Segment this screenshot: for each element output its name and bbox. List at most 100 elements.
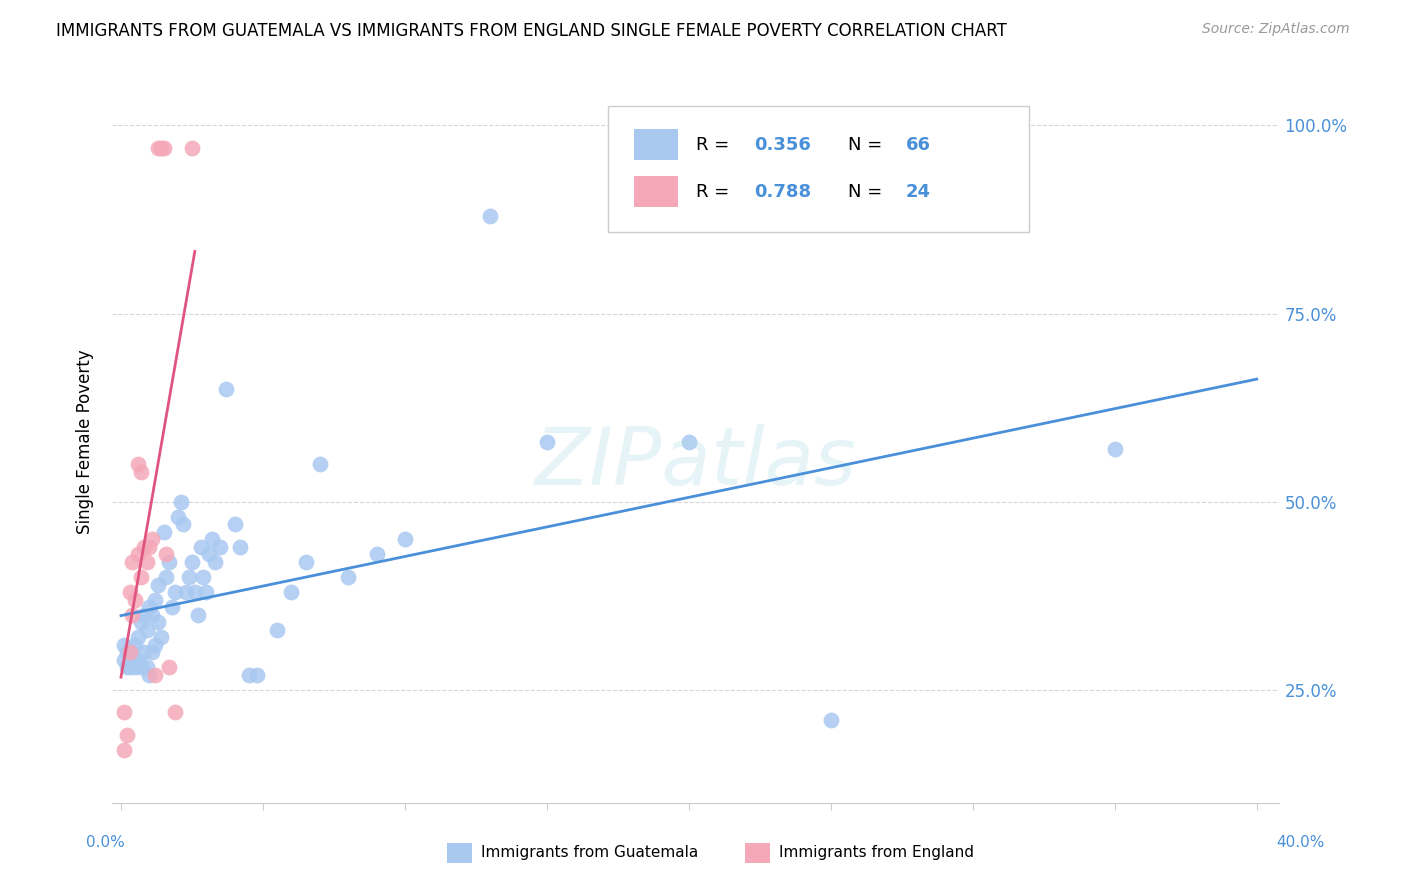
Point xyxy=(146,141,169,155)
Text: 0.356: 0.356 xyxy=(755,136,811,153)
Point xyxy=(121,645,143,659)
Point xyxy=(132,540,155,554)
Text: IMMIGRANTS FROM GUATEMALA VS IMMIGRANTS FROM ENGLAND SINGLE FEMALE POVERTY CORRE: IMMIGRANTS FROM GUATEMALA VS IMMIGRANTS … xyxy=(56,22,1007,40)
Point xyxy=(157,660,180,674)
Point xyxy=(184,585,207,599)
Point xyxy=(127,548,149,562)
Text: Immigrants from Guatemala: Immigrants from Guatemala xyxy=(481,846,699,860)
Point xyxy=(127,457,149,471)
Point xyxy=(209,540,232,554)
Point xyxy=(479,209,502,223)
Point xyxy=(118,645,141,659)
Point xyxy=(179,570,201,584)
Text: ZIPatlas: ZIPatlas xyxy=(534,425,858,502)
Point xyxy=(115,660,138,674)
Point xyxy=(149,141,172,155)
Point xyxy=(124,638,146,652)
Text: 0.788: 0.788 xyxy=(755,183,811,201)
Point xyxy=(246,668,269,682)
Point xyxy=(160,600,183,615)
Point xyxy=(135,555,157,569)
Point xyxy=(820,713,842,727)
Point xyxy=(157,555,180,569)
Point xyxy=(112,638,135,652)
Point xyxy=(152,141,174,155)
Point xyxy=(115,728,138,742)
Text: R =: R = xyxy=(696,136,735,153)
Point xyxy=(129,570,152,584)
Point xyxy=(138,540,160,554)
Point xyxy=(135,623,157,637)
Point xyxy=(121,555,143,569)
Point xyxy=(1104,442,1126,456)
Point xyxy=(138,668,160,682)
Point xyxy=(181,141,204,155)
Point xyxy=(132,607,155,622)
Point xyxy=(129,615,152,630)
Text: N =: N = xyxy=(848,183,887,201)
Point xyxy=(141,645,163,659)
Point xyxy=(198,548,221,562)
Point xyxy=(121,607,143,622)
Point xyxy=(366,548,388,562)
Text: 0.0%: 0.0% xyxy=(86,836,125,850)
Point xyxy=(155,570,177,584)
Point xyxy=(112,743,135,757)
Text: 40.0%: 40.0% xyxy=(1277,836,1324,850)
Bar xyxy=(634,129,679,160)
Point xyxy=(394,533,416,547)
Point xyxy=(143,668,166,682)
Point xyxy=(141,607,163,622)
Point xyxy=(112,653,135,667)
Point xyxy=(124,592,146,607)
Point xyxy=(118,585,141,599)
Point xyxy=(238,668,260,682)
Text: Immigrants from England: Immigrants from England xyxy=(779,846,974,860)
Point xyxy=(127,653,149,667)
Point xyxy=(201,533,224,547)
Point xyxy=(135,660,157,674)
Point xyxy=(163,706,186,720)
Point xyxy=(132,645,155,659)
Point xyxy=(204,555,226,569)
Point xyxy=(280,585,302,599)
Point xyxy=(169,494,191,508)
Point xyxy=(115,645,138,659)
Point xyxy=(129,465,152,479)
Point xyxy=(118,660,141,674)
Text: 24: 24 xyxy=(905,183,931,201)
Point xyxy=(181,555,204,569)
Point xyxy=(124,660,146,674)
Point xyxy=(152,524,174,539)
Point xyxy=(138,600,160,615)
Point xyxy=(536,434,558,449)
FancyBboxPatch shape xyxy=(609,105,1029,232)
Point xyxy=(224,517,246,532)
Point xyxy=(112,706,135,720)
Point xyxy=(195,585,218,599)
Text: 66: 66 xyxy=(905,136,931,153)
Bar xyxy=(634,177,679,207)
Point xyxy=(129,660,152,674)
Point xyxy=(172,517,194,532)
Y-axis label: Single Female Poverty: Single Female Poverty xyxy=(76,350,94,533)
Point xyxy=(294,555,316,569)
Point xyxy=(141,533,163,547)
Point xyxy=(146,577,169,591)
Point xyxy=(146,615,169,630)
Point xyxy=(187,607,209,622)
Point xyxy=(266,623,288,637)
Point xyxy=(190,540,212,554)
Point xyxy=(215,382,238,396)
Point xyxy=(143,638,166,652)
Point xyxy=(118,653,141,667)
Point xyxy=(229,540,252,554)
Point xyxy=(143,592,166,607)
Text: N =: N = xyxy=(848,136,887,153)
Text: R =: R = xyxy=(696,183,735,201)
Point xyxy=(337,570,360,584)
Point xyxy=(193,570,215,584)
Point xyxy=(176,585,198,599)
Point xyxy=(121,653,143,667)
Point xyxy=(127,630,149,644)
